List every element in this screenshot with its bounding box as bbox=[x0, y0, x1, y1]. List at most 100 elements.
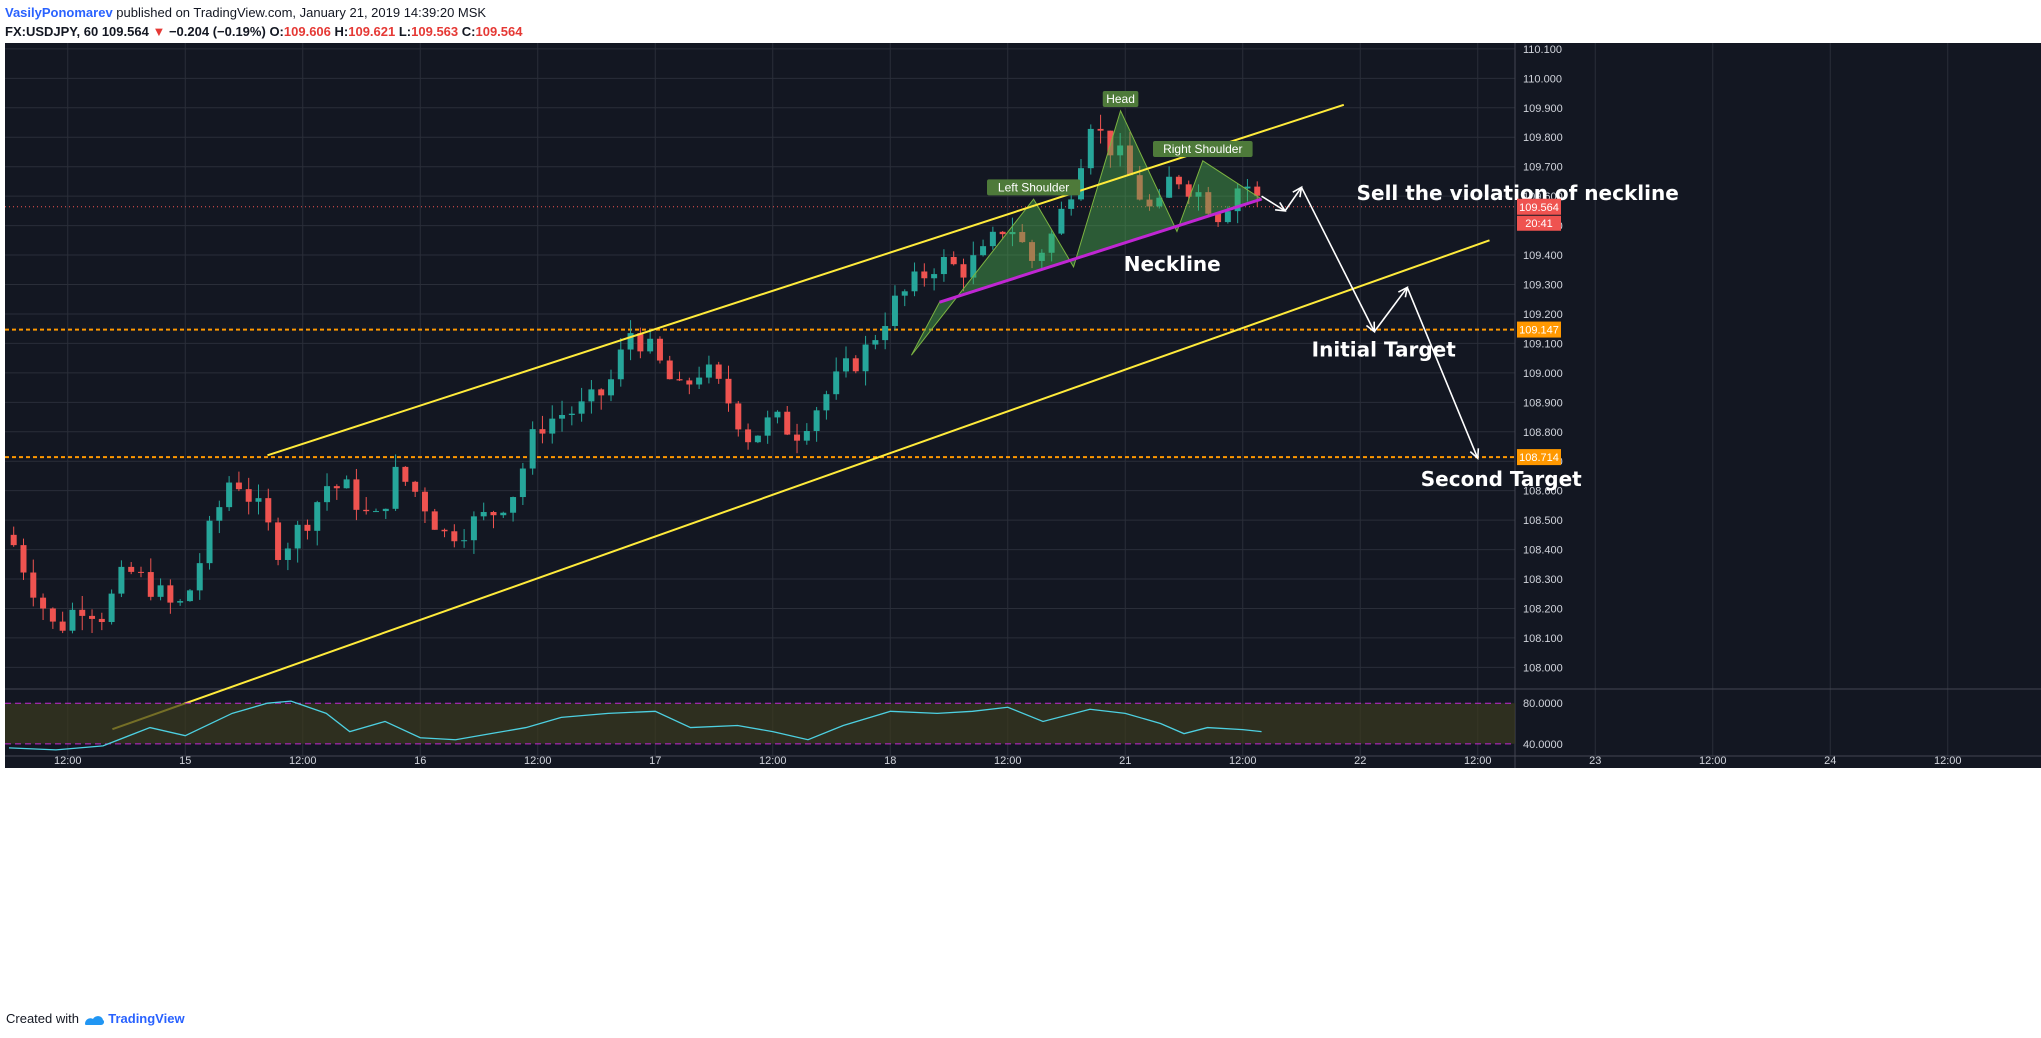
candle-body bbox=[480, 512, 487, 517]
candle-body bbox=[745, 429, 752, 443]
candle-body bbox=[833, 371, 840, 395]
candle-body bbox=[862, 344, 869, 372]
tradingview-logo-icon[interactable] bbox=[83, 1013, 105, 1027]
candle-body bbox=[1009, 232, 1016, 235]
candle-body bbox=[108, 593, 115, 623]
rsi-level-label: 80.0000 bbox=[1523, 698, 1563, 710]
candle-body bbox=[1136, 175, 1143, 200]
y-tick-label: 108.400 bbox=[1523, 545, 1563, 557]
quote-line: FX:USDJPY, 60 109.564 ▼ −0.204 (−0.19%) … bbox=[5, 22, 2041, 41]
chart-annotation: Initial Target bbox=[1312, 337, 1457, 361]
pattern-label: Right Shoulder bbox=[1163, 142, 1242, 156]
y-tick-label: 108.800 bbox=[1523, 427, 1563, 439]
candle-body bbox=[1185, 184, 1192, 197]
candle-body bbox=[607, 379, 614, 396]
rsi-level-label: 40.0000 bbox=[1523, 739, 1563, 751]
author-link[interactable]: VasilyPonomarev bbox=[5, 5, 113, 20]
y-tick-label: 109.100 bbox=[1523, 338, 1563, 350]
candle-body bbox=[177, 601, 184, 603]
candle-body bbox=[1234, 188, 1241, 212]
candle-body bbox=[1156, 197, 1163, 207]
candle-body bbox=[794, 434, 801, 441]
y-tick-label: 108.000 bbox=[1523, 662, 1563, 674]
countdown-badge bbox=[1517, 215, 1561, 231]
candle-body bbox=[578, 401, 585, 414]
candle-body bbox=[226, 482, 233, 508]
candle-body bbox=[245, 489, 252, 502]
x-tick-label: 22 bbox=[1354, 755, 1366, 767]
countdown-label: 20:41 bbox=[1525, 218, 1553, 230]
candle-body bbox=[470, 516, 477, 541]
low-value: 109.563 bbox=[411, 24, 459, 39]
low-label: L: bbox=[398, 24, 412, 39]
candle-body bbox=[1058, 208, 1065, 234]
x-tick-label: 16 bbox=[414, 755, 426, 767]
candle-body bbox=[1019, 232, 1026, 243]
chart-area[interactable]: 110.100 110.000 109.900 109.800 109.700 109.6… bbox=[5, 43, 2041, 1003]
close-label: C: bbox=[461, 24, 476, 39]
candle-body bbox=[549, 418, 556, 434]
candle-body bbox=[1146, 199, 1153, 207]
candle-body bbox=[999, 231, 1006, 235]
candle-body bbox=[363, 509, 370, 512]
pattern-label-box bbox=[1102, 90, 1139, 107]
publish-line: VasilyPonomarev published on TradingView… bbox=[5, 3, 2041, 22]
candle-body bbox=[275, 522, 282, 560]
candle-body bbox=[823, 394, 830, 411]
tradingview-link[interactable]: TradingView bbox=[108, 1011, 185, 1026]
candle-body bbox=[265, 498, 272, 523]
candle-body bbox=[421, 491, 428, 512]
open-value: 109.606 bbox=[283, 24, 331, 39]
price-badge-label: 109.564 bbox=[1519, 202, 1559, 214]
projection-arrow-segment bbox=[1300, 186, 1376, 332]
candle-body bbox=[950, 257, 957, 265]
candle-body bbox=[147, 572, 154, 597]
candle-body bbox=[1166, 176, 1173, 198]
price-badge bbox=[1517, 198, 1561, 215]
candle-body bbox=[970, 255, 977, 278]
price-chart[interactable]: 110.100110.000109.900109.800109.700109.6… bbox=[5, 43, 2041, 1003]
candle-body bbox=[891, 295, 898, 327]
candle-body bbox=[89, 615, 96, 619]
candle-body bbox=[637, 333, 644, 352]
candle-body bbox=[980, 246, 987, 256]
candle-body bbox=[931, 274, 938, 279]
candle-body bbox=[1068, 199, 1075, 209]
y-tick-label: 108.600 bbox=[1523, 486, 1563, 498]
candle-body bbox=[705, 364, 712, 378]
created-with-text: Created with bbox=[6, 1011, 79, 1026]
arrow-head-icon bbox=[1469, 448, 1480, 460]
x-tick-label: 12:00 bbox=[994, 755, 1022, 767]
price-badge bbox=[1517, 321, 1561, 338]
candle-body bbox=[441, 529, 448, 532]
price-change: −0.204 (−0.19%) bbox=[168, 24, 266, 39]
candle-body bbox=[568, 413, 575, 416]
high-label: H: bbox=[334, 24, 349, 39]
candle-body bbox=[59, 621, 66, 631]
candle-body bbox=[559, 415, 566, 419]
candle-body bbox=[372, 511, 379, 513]
rsi-band bbox=[5, 703, 1515, 744]
y-tick-label: 108.200 bbox=[1523, 603, 1563, 615]
chart-background bbox=[5, 43, 1515, 768]
candle-body bbox=[940, 257, 947, 275]
y-tick-label: 109.300 bbox=[1523, 280, 1563, 292]
candle-body bbox=[333, 486, 340, 489]
x-tick-label: 12:00 bbox=[54, 755, 82, 767]
x-tick-label: 18 bbox=[884, 755, 896, 767]
x-tick-label: 12:00 bbox=[289, 755, 317, 767]
y-tick-label: 108.300 bbox=[1523, 574, 1563, 586]
x-tick-label: 24 bbox=[1824, 755, 1836, 767]
candle-body bbox=[284, 548, 291, 560]
candle-body bbox=[324, 486, 331, 503]
published-text: published on TradingView.com, January 21… bbox=[116, 5, 487, 20]
down-arrow-icon: ▼ bbox=[152, 24, 166, 39]
candle-body bbox=[842, 358, 849, 372]
candle-body bbox=[490, 512, 497, 516]
y-tick-label: 109.000 bbox=[1523, 368, 1563, 380]
candle-body bbox=[392, 466, 399, 509]
x-tick-label: 23 bbox=[1589, 755, 1601, 767]
y-tick-label: 109.400 bbox=[1523, 250, 1563, 262]
pattern-label-box bbox=[987, 179, 1081, 196]
candle-body bbox=[588, 389, 595, 402]
